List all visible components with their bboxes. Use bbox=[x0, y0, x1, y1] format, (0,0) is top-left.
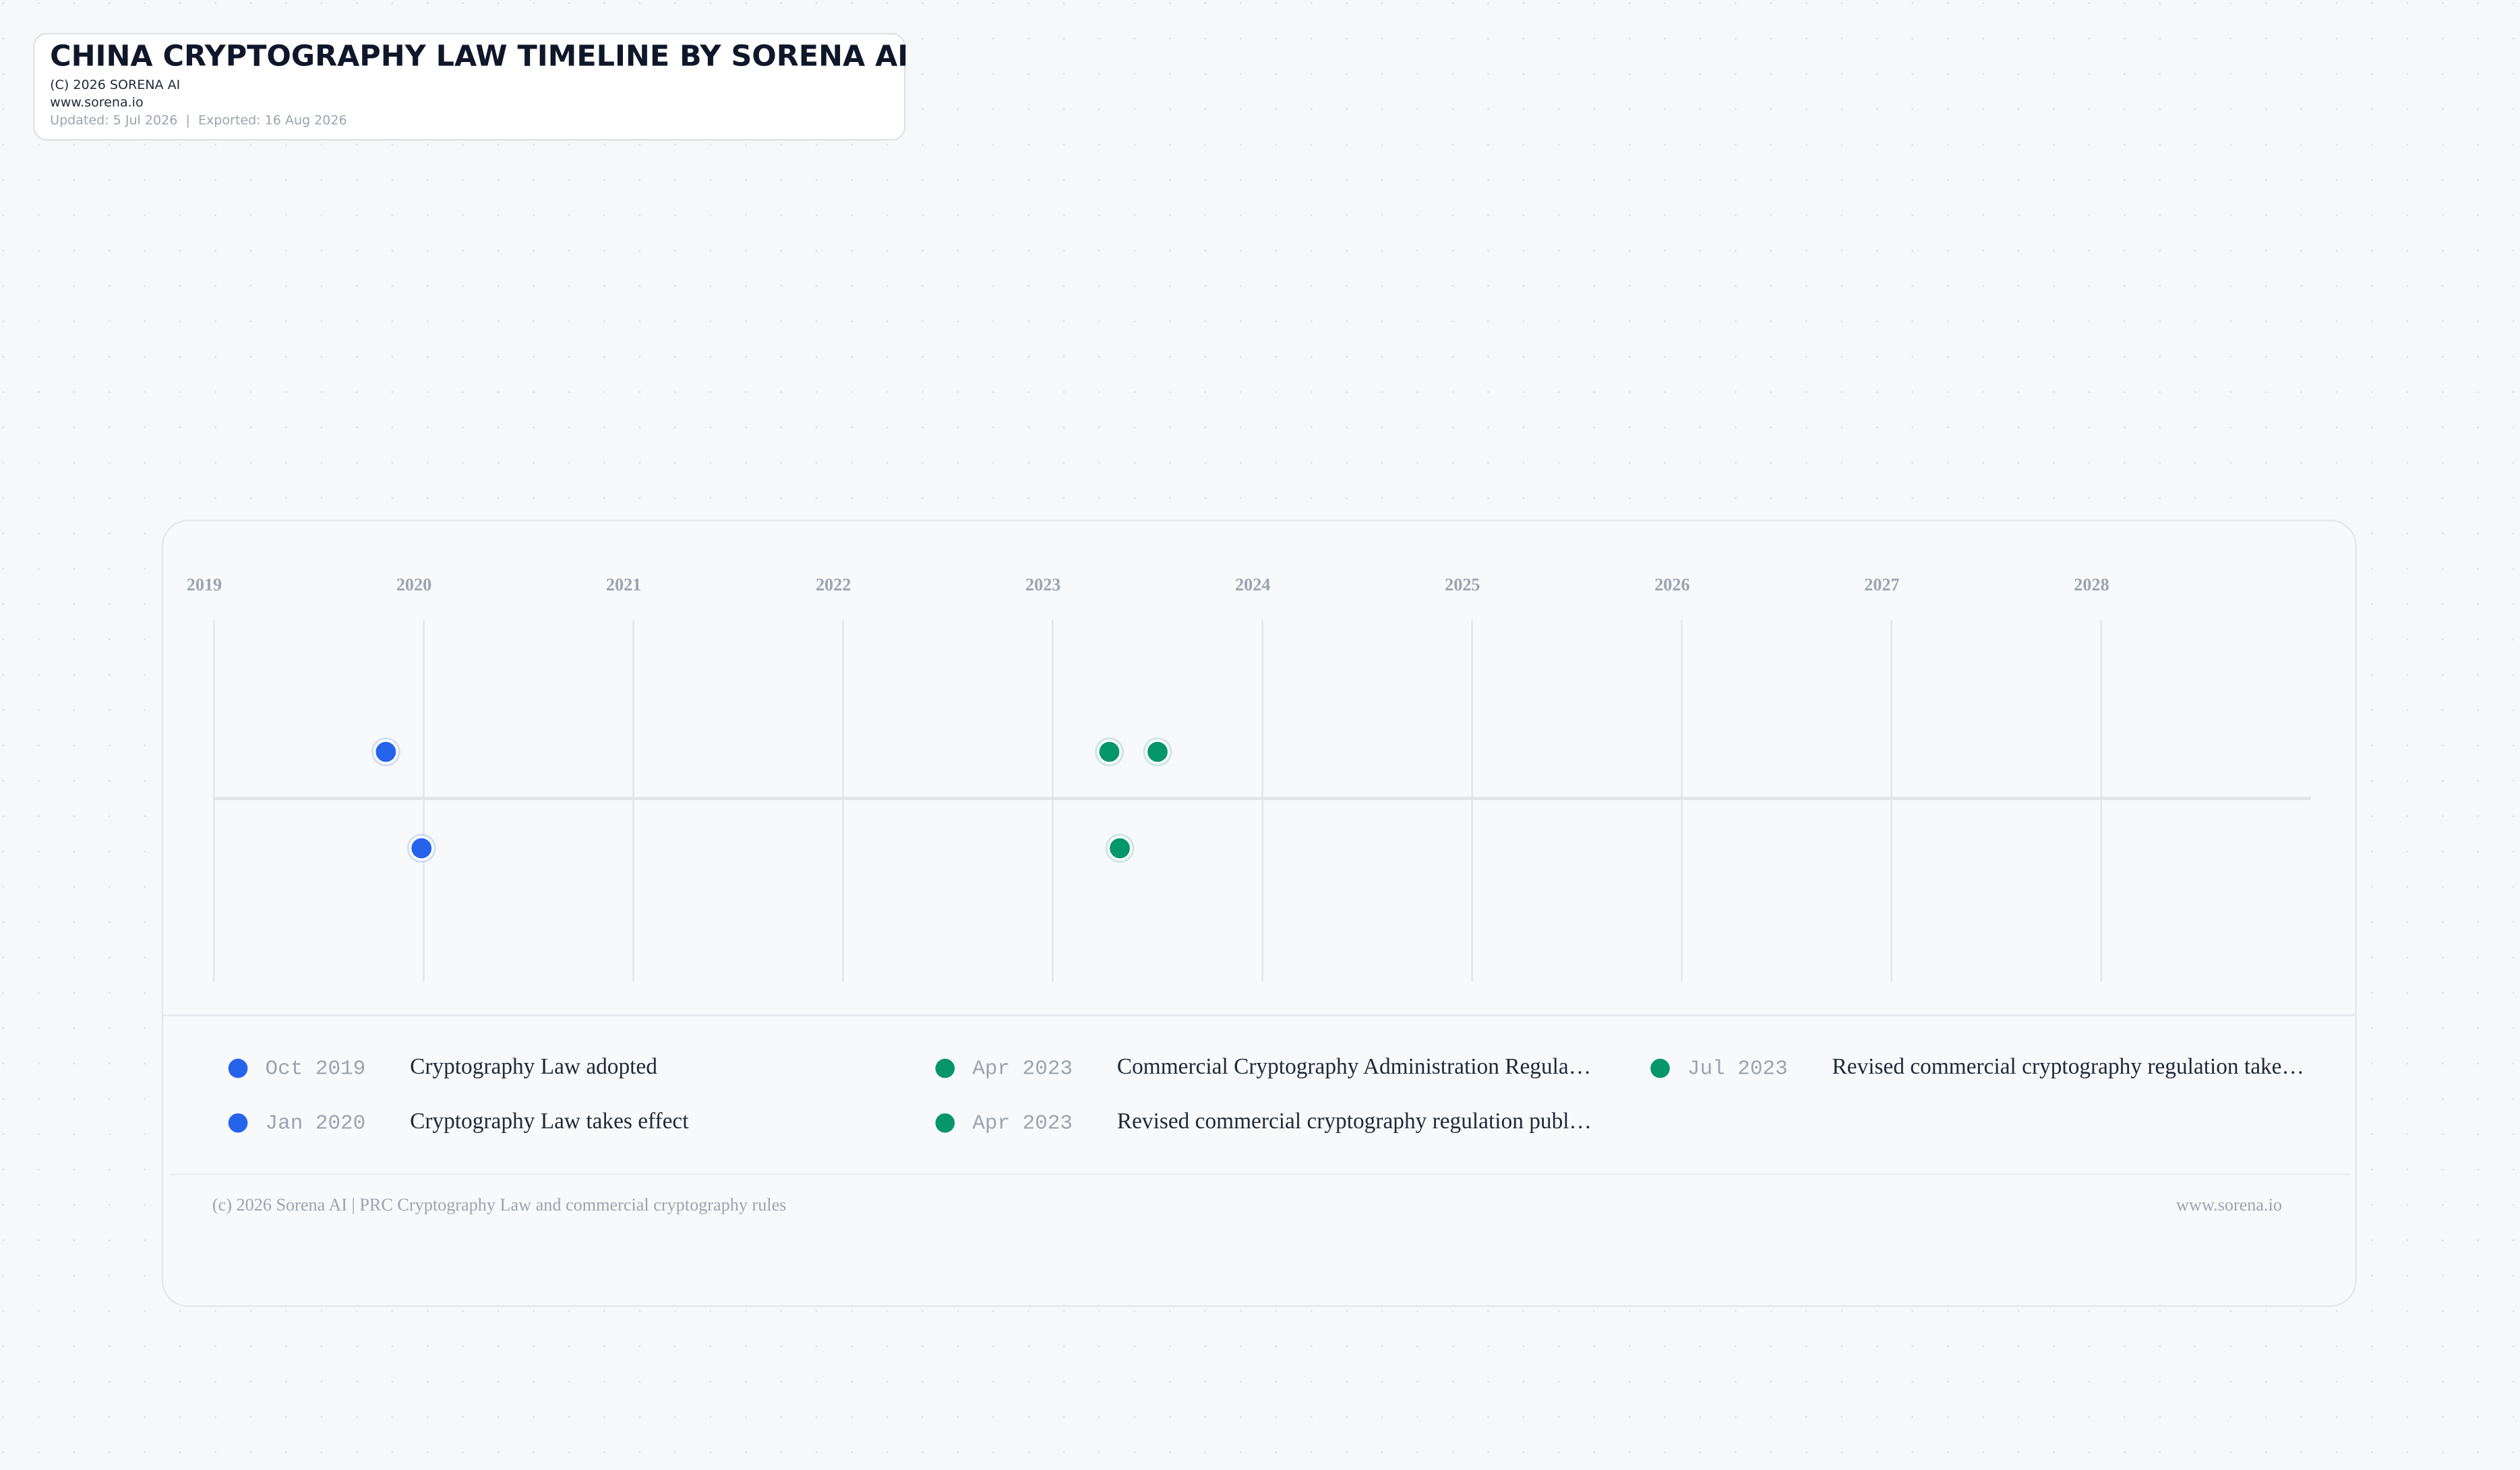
dates: Updated: 5 Jul 2026 | Exported: 16 Aug 2… bbox=[50, 113, 347, 127]
legend-dot bbox=[935, 1058, 955, 1078]
website: www.sorena.io bbox=[50, 95, 144, 110]
x-tick-label: 2020 bbox=[396, 575, 431, 594]
legend-date: Jan 2020 bbox=[266, 1111, 366, 1135]
legend-label: Commercial Cryptography Administration R… bbox=[1117, 1054, 1591, 1079]
plot: 2019 2020 2021 2022 2023 2024 2025 2026 2027 2028… bbox=[187, 575, 2311, 1135]
legend-label: Revised commercial cryptography regulati… bbox=[1117, 1109, 1592, 1134]
event-dot bbox=[409, 836, 434, 861]
title: CHINA CRYPTOGRAPHY LAW TIMELINE BY SOREN… bbox=[50, 39, 908, 73]
event-dot bbox=[373, 739, 398, 765]
legend-date: Apr 2023 bbox=[972, 1057, 1073, 1080]
footer-left: (c) 2026 Sorena AI | PRC Cryptography La… bbox=[212, 1195, 787, 1215]
event-dot bbox=[1145, 739, 1170, 765]
x-tick-label: 2025 bbox=[1445, 575, 1480, 594]
x-tick-label: 2027 bbox=[1864, 575, 1899, 594]
legend-label: Cryptography Law takes effect bbox=[410, 1109, 689, 1134]
x-tick-label: 2028 bbox=[2074, 575, 2109, 594]
legend-dot bbox=[1650, 1058, 1670, 1078]
x-tick-label: 2019 bbox=[187, 575, 222, 594]
legend-dot bbox=[935, 1113, 955, 1133]
copyright: (C) 2026 SORENA AI bbox=[50, 78, 180, 92]
x-tick-label: 2024 bbox=[1235, 575, 1270, 594]
x-tick-label: 2023 bbox=[1025, 575, 1060, 594]
legend-date: Apr 2023 bbox=[972, 1111, 1073, 1135]
legend-date: Oct 2019 bbox=[266, 1057, 366, 1080]
legend-dot bbox=[228, 1058, 248, 1078]
footer-right: www.sorena.io bbox=[2176, 1195, 2282, 1215]
legend-dot bbox=[228, 1113, 248, 1133]
legend-date: Jul 2023 bbox=[1687, 1057, 1788, 1080]
x-tick-label: 2026 bbox=[1654, 575, 1689, 594]
legend-label: Cryptography Law adopted bbox=[410, 1054, 657, 1079]
timeline-card bbox=[161, 520, 2357, 1308]
event-dot bbox=[1107, 836, 1133, 861]
x-tick-label: 2021 bbox=[606, 575, 641, 594]
event-dot bbox=[1097, 739, 1122, 765]
header-card bbox=[33, 32, 906, 141]
legend-label: Revised commercial cryptography regulati… bbox=[1832, 1054, 2304, 1079]
x-tick-label: 2022 bbox=[816, 575, 851, 594]
